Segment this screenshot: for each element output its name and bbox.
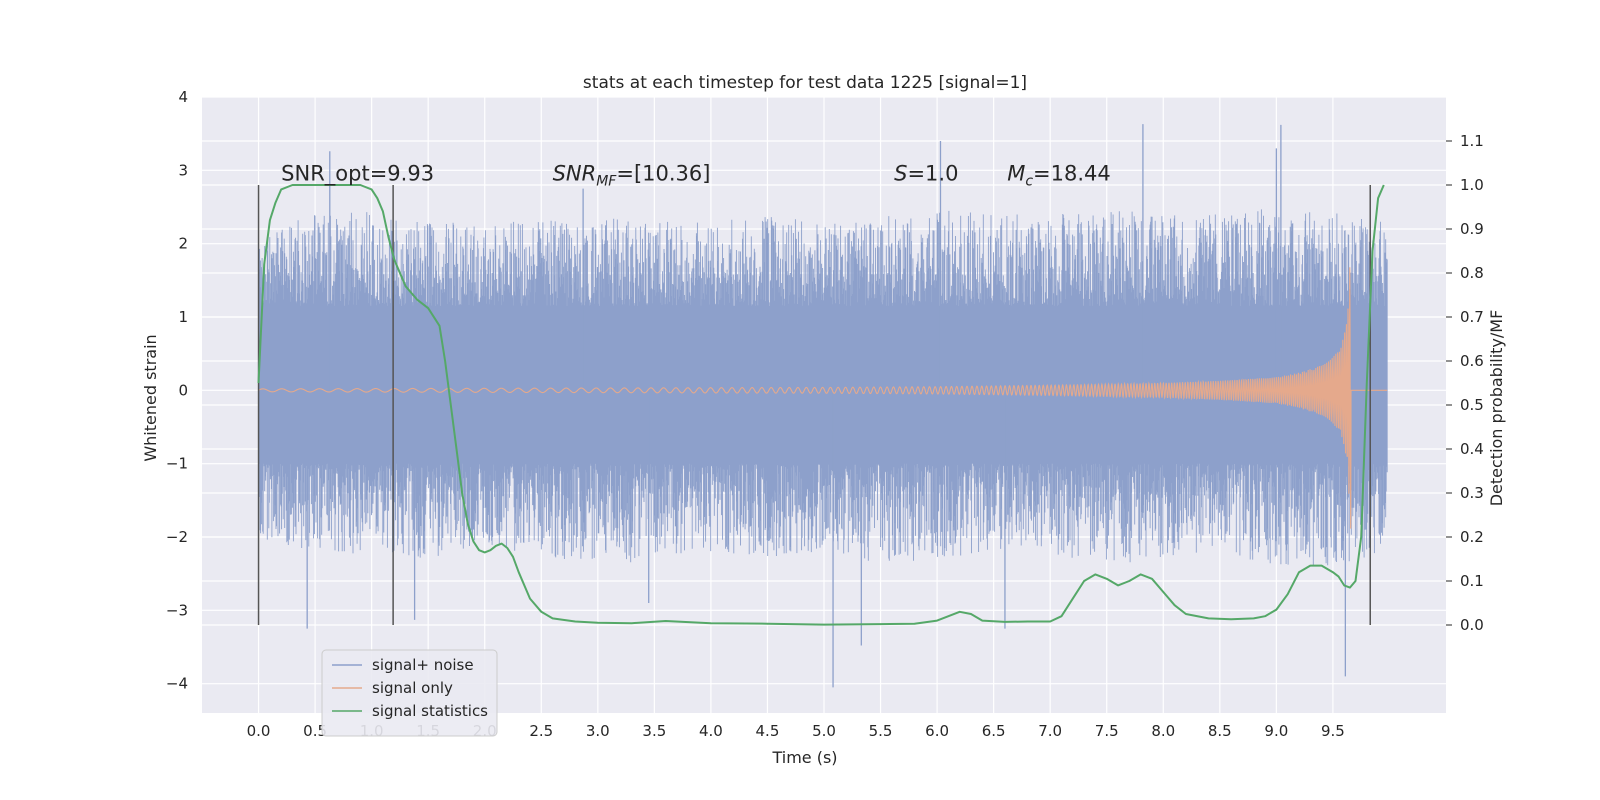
- y2-tick-label: 0.8: [1460, 264, 1484, 282]
- y2-tick-label: 0.4: [1460, 440, 1484, 458]
- y2-axis-title: Detection probability/MF: [1487, 310, 1506, 507]
- x-tick-label: 2.5: [529, 722, 553, 740]
- annotation-text: SNR_opt=9.93: [281, 162, 434, 187]
- y-tick-label: 3: [178, 161, 188, 179]
- x-tick-label: 4.5: [756, 722, 780, 740]
- y-tick-label: 0: [178, 381, 188, 399]
- y2-tick-label: 0.6: [1460, 352, 1484, 370]
- x-tick-label: 6.0: [925, 722, 949, 740]
- x-tick-label: 5.0: [812, 722, 836, 740]
- x-tick-label: 0.5: [303, 722, 327, 740]
- y2-tick-label: 1.0: [1460, 176, 1484, 194]
- x-tick-label: 7.5: [1095, 722, 1119, 740]
- y2-tick-label: 1.1: [1460, 132, 1484, 150]
- x-tick-label: 8.0: [1151, 722, 1175, 740]
- y2-tick-label: 0.5: [1460, 396, 1484, 414]
- annotations: SNR_opt=9.93 SNRMF=[10.36] S=1.0 Mc=18.44: [281, 162, 1111, 190]
- y-tick-label: −4: [166, 675, 188, 693]
- x-tick-label: 9.5: [1321, 722, 1345, 740]
- x-tick-label: 5.5: [869, 722, 893, 740]
- y2-tick-label: 0.3: [1460, 484, 1484, 502]
- legend-label-signal-statistics: signal statistics: [372, 702, 488, 720]
- y2-tick-label: 0.7: [1460, 308, 1484, 326]
- x-tick-label: 3.0: [586, 722, 610, 740]
- annotation-text: S=1.0: [894, 162, 958, 186]
- legend-label-signal-only: signal only: [372, 679, 453, 697]
- annotation-text: Mc=18.44: [1007, 162, 1111, 190]
- x-tick-label: 6.5: [982, 722, 1006, 740]
- y2-tick-label: 0.2: [1460, 528, 1484, 546]
- legend-label-signal-noise: signal+ noise: [372, 656, 474, 674]
- legend: signal+ noise signal only signal statist…: [321, 649, 498, 737]
- signal-statistics-line: [257, 184, 1385, 626]
- y-tick-label: 1: [178, 308, 188, 326]
- annotation-text: SNRMF=[10.36]: [553, 162, 711, 190]
- y2-tick-label: 0.0: [1460, 616, 1484, 634]
- y2-tick-label: 0.9: [1460, 220, 1484, 238]
- y-tick-labels: −4 −3 −2 −1 0 1 2 3 4: [166, 88, 188, 693]
- series-signal-only: [257, 267, 1388, 529]
- x-axis-title: Time (s): [771, 748, 837, 767]
- y2-tick-labels: 0.0 0.1 0.2 0.3 0.4 0.5 0.6 0.7 0.8 0.9 1.0 1.1: [1446, 132, 1484, 634]
- legend-box: [321, 649, 498, 737]
- y-axis-title: Whitened strain: [141, 334, 160, 461]
- y-tick-label: −3: [166, 601, 188, 619]
- chart-title: stats at each timestep for test data 122…: [583, 73, 1027, 93]
- x-tick-label: 8.5: [1208, 722, 1232, 740]
- signal-only-line: [257, 267, 1388, 529]
- x-tick-label: 7.0: [1038, 722, 1062, 740]
- x-tick-label: 0.0: [247, 722, 271, 740]
- y-tick-label: 4: [178, 88, 188, 106]
- y-tick-label: 2: [178, 235, 188, 253]
- x-tick-label: 3.5: [642, 722, 666, 740]
- y-tick-label: −1: [166, 455, 188, 473]
- x-tick-label: 4.0: [699, 722, 723, 740]
- x-tick-label: 9.0: [1264, 722, 1288, 740]
- series-signal-statistics: [257, 184, 1385, 626]
- y2-tick-label: 0.1: [1460, 572, 1484, 590]
- y-tick-label: −2: [166, 528, 188, 546]
